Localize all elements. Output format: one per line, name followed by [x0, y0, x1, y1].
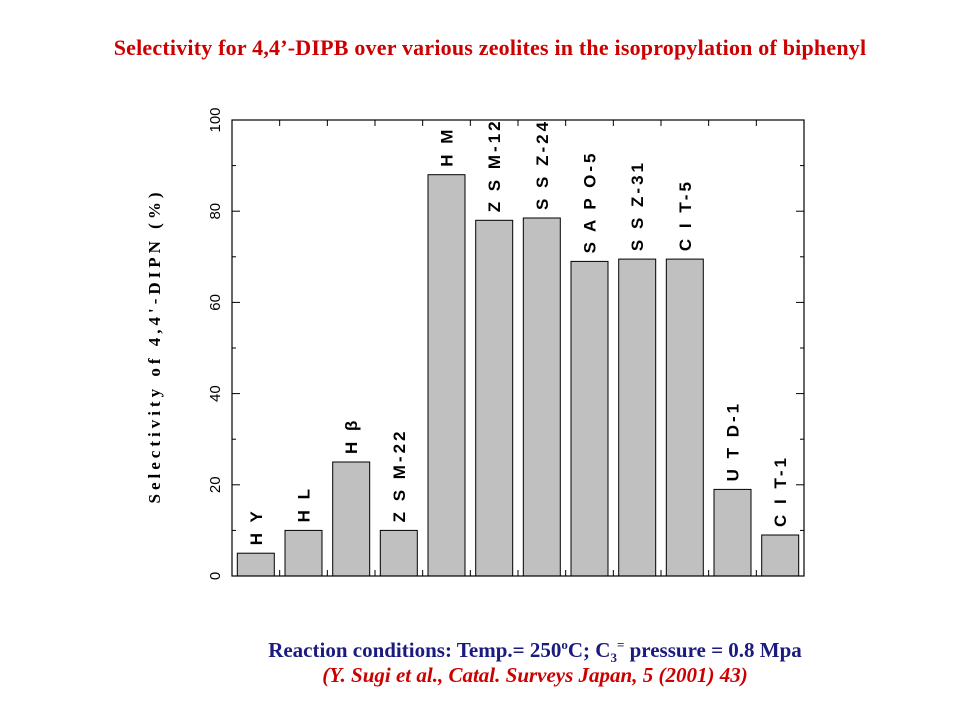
bar-label-4: Z S M-22	[390, 428, 409, 522]
conditions-subscript: 3	[610, 650, 617, 666]
citation-reference: (Y. Sugi et al., Catal. Surveys Japan, 5…	[322, 663, 748, 687]
bar-label-2: H L	[295, 486, 314, 522]
bar-4	[379, 529, 418, 577]
conditions-text-b: C; C	[567, 638, 611, 662]
axes-group: 0 20 40 60 80 100	[207, 107, 805, 580]
y-tick-label-6: 100	[207, 107, 224, 132]
chart-title: Selectivity for 4,4’-DIPB over various z…	[113, 35, 867, 60]
bar-label-5: H M	[438, 127, 457, 167]
y-tick-label-2: 20	[207, 476, 224, 493]
bar-label-11: U T D-1	[724, 401, 743, 482]
bar-label-9: S S Z-31	[628, 160, 647, 251]
bar-2	[284, 529, 323, 577]
reaction-conditions: Reaction conditions: Temp.= 250oC; C3= p…	[40, 632, 960, 671]
bar-1	[236, 552, 275, 577]
bar-label-12: C I T-1	[771, 455, 790, 527]
bar-5	[427, 174, 466, 577]
bar-label-6: Z S M-12	[485, 118, 504, 212]
conditions-degree-sup: o	[561, 637, 568, 652]
bar-3	[332, 461, 371, 577]
y-axis-label: Selectivity of 4,4'-DIPN (%)	[145, 188, 164, 503]
bar-label-1: H Y	[247, 508, 266, 545]
bar-7	[522, 217, 561, 577]
bar-label-7: S S Z-24	[533, 119, 552, 210]
conditions-text-a: Reaction conditions: Temp.= 250	[268, 638, 562, 662]
bar-12	[761, 534, 800, 577]
bar-10	[665, 258, 704, 577]
bars-group	[236, 174, 800, 577]
y-tick-label-1: 0	[207, 572, 224, 580]
conditions-superscript: =	[616, 637, 625, 652]
bar-6	[475, 219, 514, 577]
y-tick-label-4: 60	[207, 294, 224, 311]
bar-label-8: S A P O-5	[581, 150, 600, 253]
conditions-text-c: pressure = 0.8 Mpa	[624, 638, 802, 662]
bar-11	[713, 488, 752, 577]
y-tick-label-3: 40	[207, 385, 224, 402]
y-tick-label-5: 80	[207, 203, 224, 220]
bar-labels-group: H Y H L H β Z S M-22 H M Z S M-12 S S Z-24 S A …	[247, 118, 790, 545]
bar-label-3: H β	[342, 418, 361, 454]
bar-8	[570, 260, 609, 577]
bar-label-10: C I T-5	[676, 179, 695, 251]
bar-9	[618, 258, 657, 577]
